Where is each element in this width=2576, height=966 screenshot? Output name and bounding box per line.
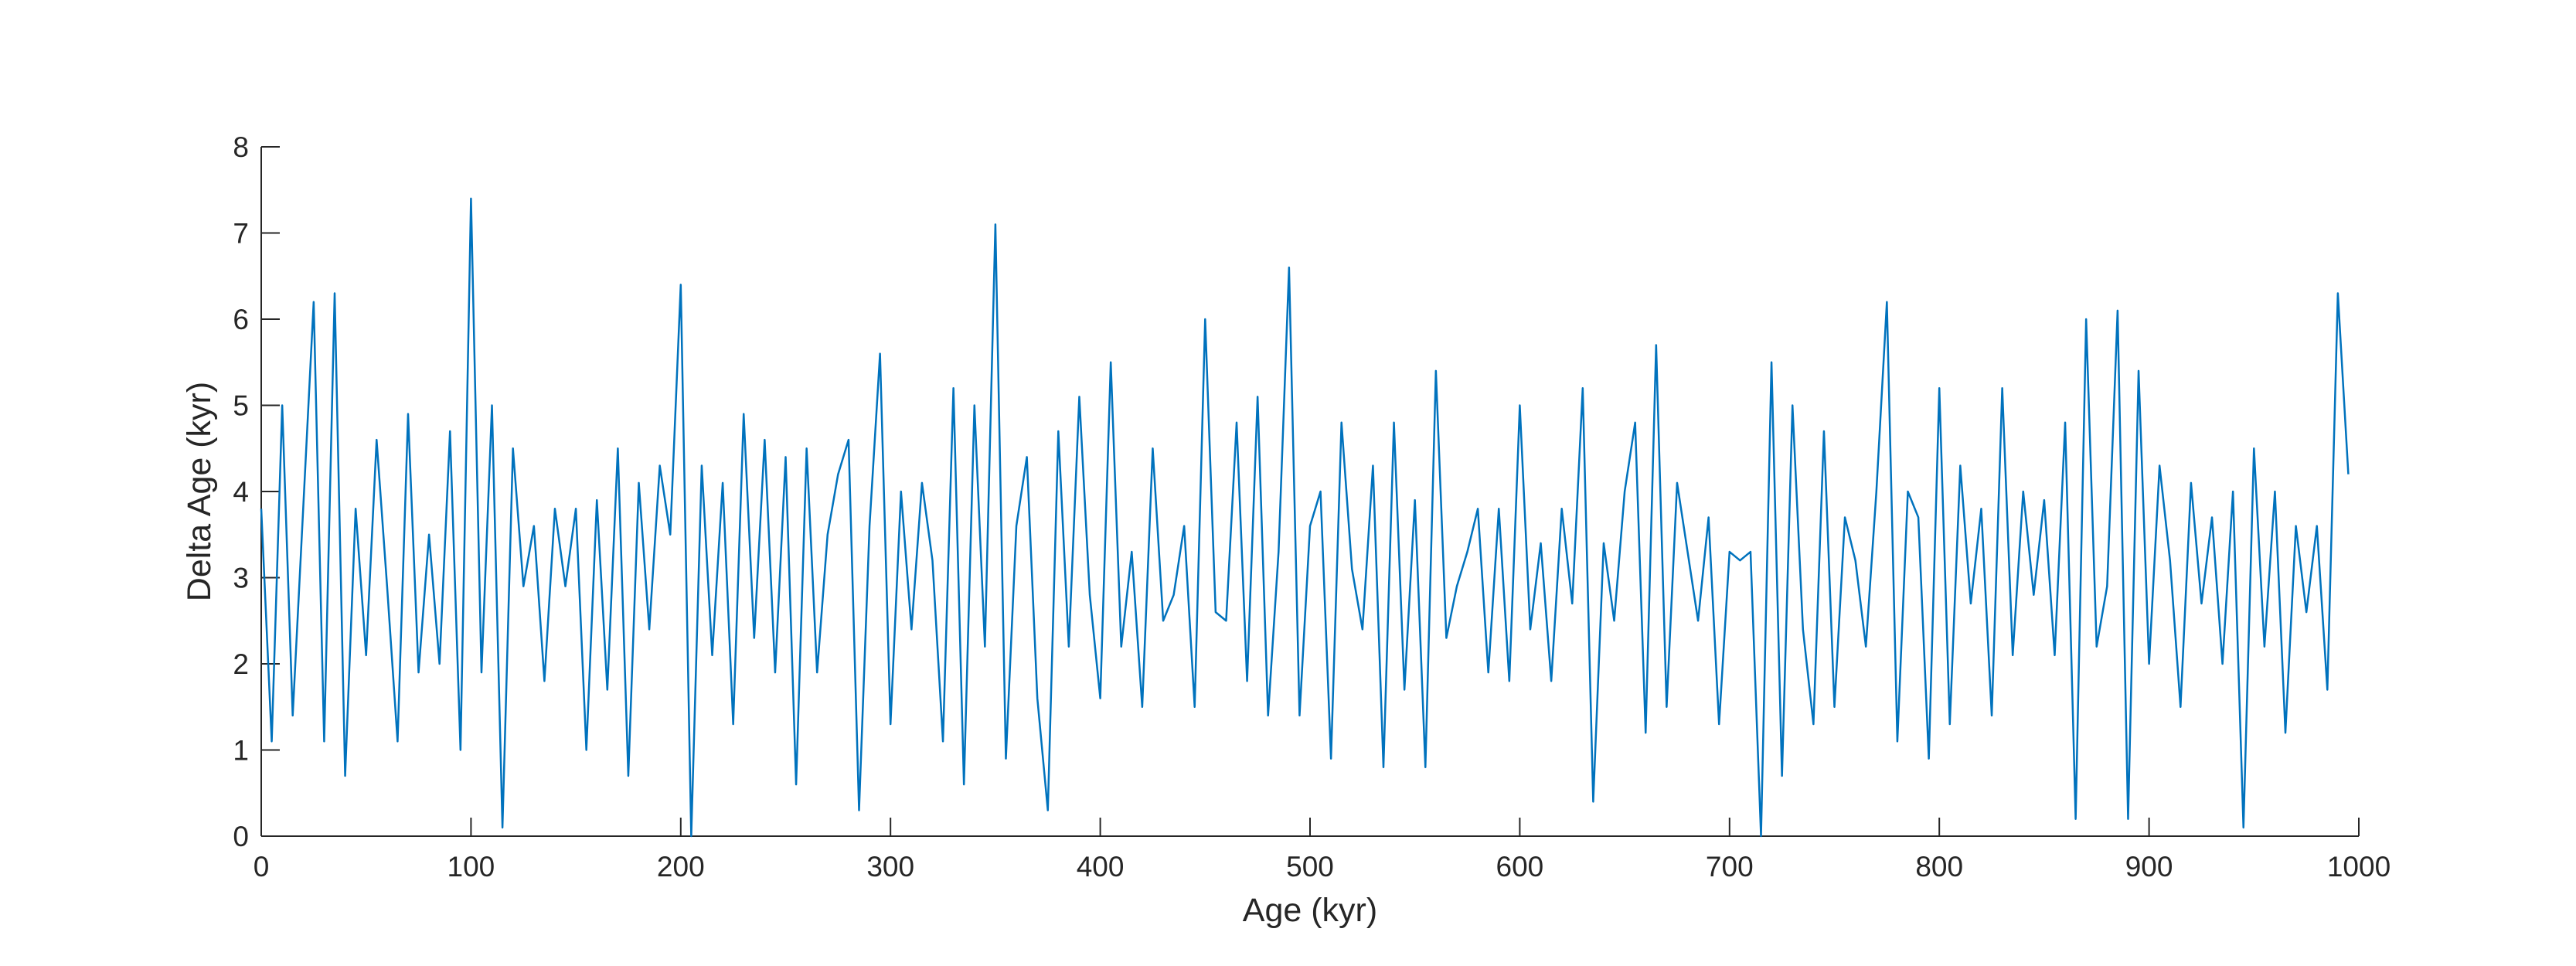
x-tick-label: 500 (1286, 851, 1334, 883)
y-tick-label: 6 (233, 304, 249, 335)
data-line (260, 197, 2350, 838)
y-axis-label: Delta Age (kyr) (181, 382, 218, 601)
x-tick-label: 0 (254, 851, 270, 883)
y-tick-label: 7 (233, 218, 249, 250)
y-tick-label: 5 (233, 390, 249, 422)
x-tick-label: 400 (1077, 851, 1125, 883)
y-tick-label: 0 (233, 821, 249, 852)
y-tick-label: 4 (233, 476, 249, 508)
x-tick-label: 1000 (2327, 851, 2391, 883)
y-tick-label: 2 (233, 648, 249, 680)
x-tick-label: 200 (657, 851, 705, 883)
x-axis-label: Age (kyr) (1243, 892, 1377, 929)
x-tick-label: 300 (866, 851, 914, 883)
x-tick-label: 800 (1915, 851, 1963, 883)
y-tick-label: 3 (233, 563, 249, 594)
y-tick-label: 1 (233, 735, 249, 767)
x-tick-label: 600 (1496, 851, 1544, 883)
x-tick-label: 900 (2125, 851, 2173, 883)
x-tick-label: 100 (447, 851, 495, 883)
x-tick-label: 700 (1706, 851, 1754, 883)
y-tick-label: 8 (233, 131, 249, 163)
